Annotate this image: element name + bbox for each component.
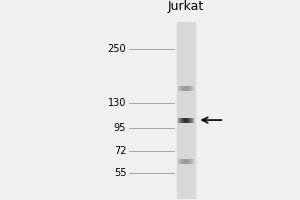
Text: 130: 130 [108, 98, 126, 108]
Text: 72: 72 [114, 146, 126, 156]
Bar [177, 22, 195, 199]
Text: 250: 250 [108, 44, 126, 54]
Text: Jurkat: Jurkat [167, 0, 204, 13]
Text: 95: 95 [114, 123, 126, 133]
Text: 55: 55 [114, 168, 126, 178]
